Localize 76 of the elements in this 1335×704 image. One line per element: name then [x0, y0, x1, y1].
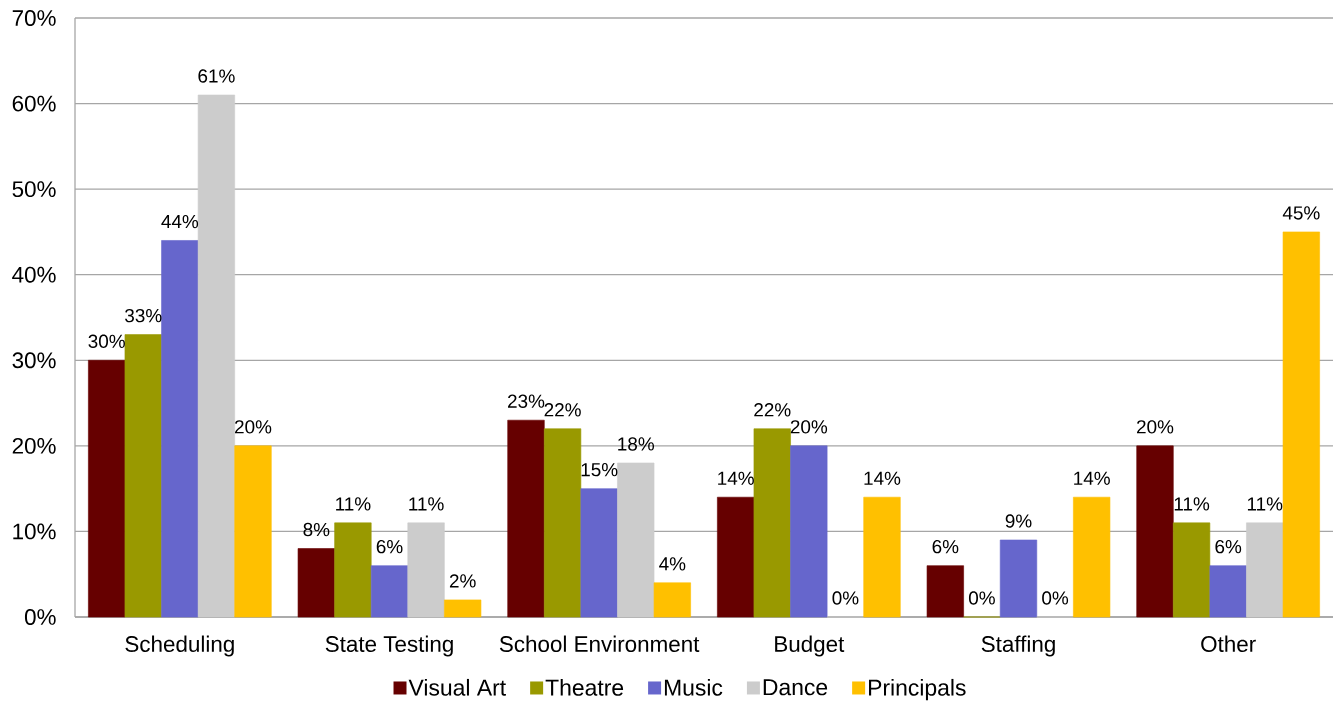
bar [197, 94, 236, 618]
y-tick-label: 0% [24, 609, 56, 625]
data-label: 6% [1215, 539, 1242, 554]
bar [753, 428, 791, 618]
bar [124, 334, 162, 618]
data-label: 61% [198, 69, 235, 83]
data-label: 14% [718, 471, 754, 485]
data-label: 20% [790, 420, 828, 434]
data-label: 11% [336, 497, 371, 511]
data-label: 0% [968, 591, 995, 605]
bar [1136, 445, 1174, 618]
data-label: 20% [1137, 420, 1174, 434]
bar [617, 462, 655, 618]
y-tick-label: 30% [12, 352, 56, 369]
bar [1073, 496, 1111, 618]
bar [999, 539, 1038, 618]
data-label: 8% [303, 522, 330, 537]
bar [580, 488, 618, 618]
data-label: 18% [618, 437, 655, 451]
data-label: 9% [1005, 514, 1032, 528]
data-label: 6% [932, 539, 959, 554]
bar [926, 565, 964, 618]
data-label: 2% [449, 574, 476, 588]
data-label: 11% [1247, 497, 1283, 511]
data-label: 22% [544, 403, 581, 417]
data-label: 45% [1282, 206, 1320, 220]
bar [543, 428, 582, 618]
bar [297, 548, 335, 618]
bar [334, 522, 372, 618]
data-label: 30% [88, 334, 125, 348]
data-label: 15% [581, 463, 618, 477]
y-tick-label: 20% [12, 437, 56, 454]
x-tick-label: State Testing [325, 635, 453, 657]
x-tick-label: School Environment [499, 635, 700, 652]
y-tick-label: 60% [12, 95, 56, 112]
bar [863, 496, 901, 618]
bar [407, 522, 445, 618]
x-tick-label: Staffing [981, 635, 1055, 657]
legend-label: Visual Art [408, 678, 506, 696]
bar [234, 445, 272, 618]
x-tick-label: Scheduling [125, 635, 234, 657]
legend-label: Principals [869, 678, 966, 701]
bar [1282, 231, 1320, 618]
bar [161, 240, 199, 618]
data-label: 44% [161, 214, 199, 229]
bar [790, 445, 828, 618]
bar [1172, 522, 1211, 618]
data-label: 33% [125, 308, 162, 323]
data-label: 0% [1042, 591, 1069, 605]
legend-label: Theatre [545, 678, 624, 696]
x-tick-label: Other [1201, 635, 1256, 652]
bar [717, 496, 755, 618]
data-label: 23% [508, 394, 545, 408]
bar [370, 565, 409, 618]
bar [444, 599, 482, 618]
y-tick-label: 50% [12, 181, 56, 198]
y-tick-label: 40% [12, 266, 56, 283]
legend-label: Dance [763, 679, 828, 696]
data-label: 0% [832, 591, 859, 605]
bar [1209, 565, 1247, 618]
bar [507, 419, 545, 618]
data-label: 14% [864, 471, 901, 485]
x-tick-label: Budget [775, 635, 845, 657]
y-tick-label: 70% [12, 10, 56, 26]
data-label: 11% [409, 497, 444, 511]
data-label: 20% [235, 420, 272, 434]
y-tick-label: 10% [13, 523, 56, 540]
bar [1246, 522, 1284, 618]
legend-label: Music [664, 678, 723, 696]
data-label: 4% [659, 557, 686, 571]
bar [88, 359, 126, 618]
data-label: 14% [1074, 471, 1110, 485]
bar [653, 582, 691, 618]
data-label: 11% [1174, 497, 1210, 511]
data-label: 6% [376, 539, 403, 554]
data-label: 22% [754, 403, 791, 417]
